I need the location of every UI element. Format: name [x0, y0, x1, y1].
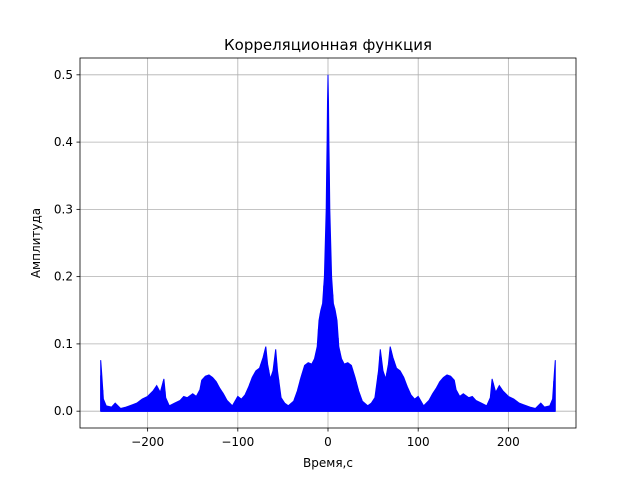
series-oscillation: [100, 175, 556, 412]
y-tick-label: 0.4: [54, 135, 73, 149]
y-tick-label: 0.3: [54, 202, 73, 216]
y-tick-label: 0.1: [54, 337, 73, 351]
x-axis-label: Время,с: [303, 456, 353, 470]
x-tick-label: 100: [407, 435, 430, 449]
x-tick-label: −200: [131, 435, 164, 449]
y-tick-label: 0.5: [54, 68, 73, 82]
y-tick-label: 0.2: [54, 270, 73, 284]
y-tick-label: 0.0: [54, 404, 73, 418]
x-tick-label: 200: [497, 435, 520, 449]
x-tick-label: −100: [221, 435, 254, 449]
y-axis-label: Амплитуда: [29, 208, 43, 278]
chart-title: Корреляционная функция: [224, 36, 432, 54]
x-tick-label: 0: [324, 435, 332, 449]
data-layer: [100, 74, 556, 412]
axis-ticks: −200 −100 0 100 200 0.0 0.1 0.2 0.3 0.4 0.5: [54, 68, 520, 449]
